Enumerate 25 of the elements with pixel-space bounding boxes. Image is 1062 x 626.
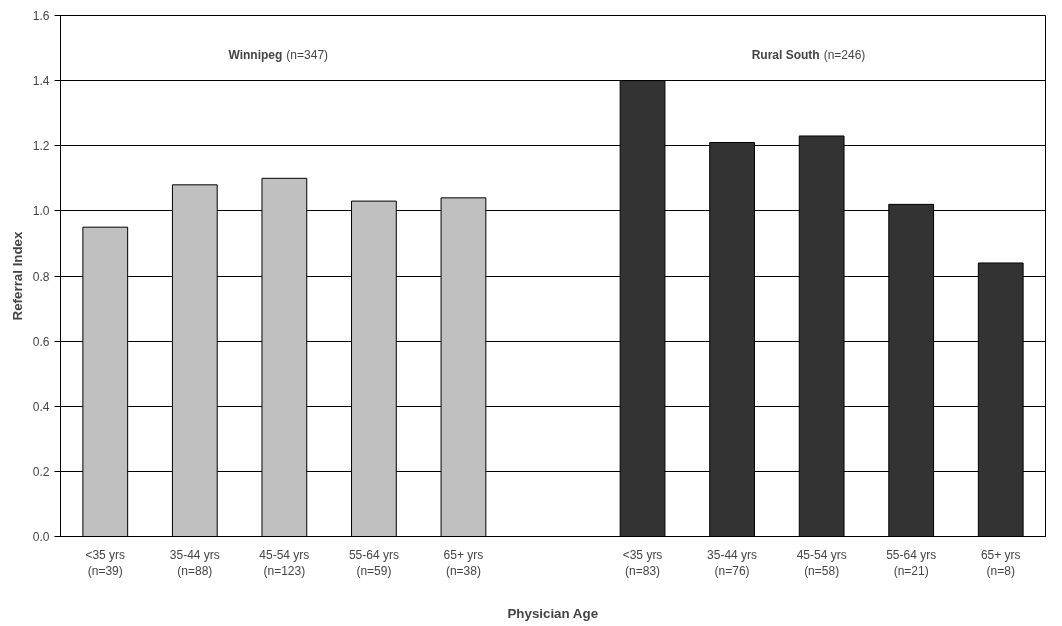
y-axis-title: Referral Index	[9, 230, 25, 321]
annotation: (n=246)	[823, 47, 866, 62]
y-tick-label: 0.0	[32, 530, 50, 544]
y-tick-label: 0.4	[32, 399, 50, 414]
y-tick-label: 0.2	[32, 464, 50, 479]
x-tick-label: 35-44 yrs (n=88)	[169, 547, 220, 579]
x-tick-label: 65+ yrs (n=8)	[980, 547, 1021, 579]
y-tick-label: 0.6	[32, 334, 50, 349]
y-tick-label: 0.8	[32, 269, 50, 284]
x-tick-label: 45-54 yrs (n=123)	[259, 547, 310, 579]
y-tick-label: 1.4	[32, 74, 50, 89]
annotation: (n=347)	[286, 47, 329, 62]
x-tick-label: 35-44 yrs (n=76)	[707, 547, 758, 579]
x-tick-label: <35 yrs (n=39)	[85, 547, 126, 579]
x-tick-label: <35 yrs (n=83)	[622, 547, 663, 579]
x-tick-label: 55-64 yrs (n=59)	[348, 547, 399, 579]
y-tick-label: 1.0	[32, 204, 50, 219]
x-tick-label: 45-54 yrs (n=58)	[796, 547, 847, 579]
x-axis-title: Physician Age	[507, 606, 599, 622]
x-tick-label: 65+ yrs (n=38)	[443, 547, 484, 579]
annotation: Winnipeg	[228, 47, 283, 62]
x-tick-label: 55-64 yrs (n=21)	[886, 547, 937, 579]
y-tick-label: 1.6	[32, 9, 50, 23]
y-tick-label: 1.2	[32, 139, 50, 154]
annotation: Rural South	[751, 47, 820, 62]
